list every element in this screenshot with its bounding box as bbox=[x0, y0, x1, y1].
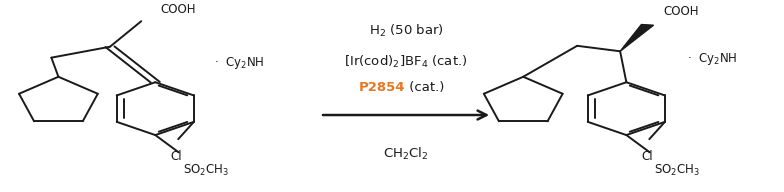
Text: COOH: COOH bbox=[663, 5, 699, 18]
Text: ·  Cy$_2$NH: · Cy$_2$NH bbox=[688, 51, 738, 67]
Polygon shape bbox=[620, 25, 654, 51]
Text: Cl: Cl bbox=[641, 150, 653, 163]
Text: COOH: COOH bbox=[161, 3, 196, 16]
Text: (cat.): (cat.) bbox=[405, 81, 445, 94]
Text: [Ir(cod)$_2$]BF$_4$ (cat.): [Ir(cod)$_2$]BF$_4$ (cat.) bbox=[344, 54, 468, 70]
Text: H$_2$ (50 bar): H$_2$ (50 bar) bbox=[368, 23, 444, 39]
Text: ·  Cy$_2$NH: · Cy$_2$NH bbox=[214, 55, 264, 71]
Text: SO$_2$CH$_3$: SO$_2$CH$_3$ bbox=[183, 163, 229, 178]
Text: SO$_2$CH$_3$: SO$_2$CH$_3$ bbox=[654, 163, 700, 178]
Text: Cl: Cl bbox=[170, 150, 182, 163]
Text: CH$_2$Cl$_2$: CH$_2$Cl$_2$ bbox=[383, 146, 429, 162]
Text: P2854: P2854 bbox=[359, 81, 405, 94]
